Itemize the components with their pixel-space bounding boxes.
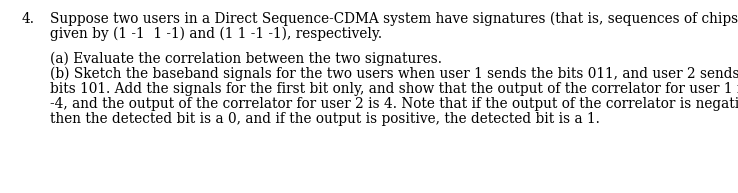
- Text: then the detected bit is a 0, and if the output is positive, the detected bit is: then the detected bit is a 0, and if the…: [50, 112, 600, 126]
- Text: (a) Evaluate the correlation between the two signatures.: (a) Evaluate the correlation between the…: [50, 52, 442, 66]
- Text: given by (1 -1  1 -1) and (1 1 -1 -1), respectively.: given by (1 -1 1 -1) and (1 1 -1 -1), re…: [50, 27, 382, 41]
- Text: Suppose two users in a Direct Sequence-CDMA system have signatures (that is, seq: Suppose two users in a Direct Sequence-C…: [50, 12, 738, 26]
- Text: bits 101. Add the signals for the first bit only, and show that the output of th: bits 101. Add the signals for the first …: [50, 82, 738, 96]
- Text: -4, and the output of the correlator for user 2 is 4. Note that if the output of: -4, and the output of the correlator for…: [50, 97, 738, 111]
- Text: (b) Sketch the baseband signals for the two users when user 1 sends the bits 011: (b) Sketch the baseband signals for the …: [50, 67, 738, 81]
- Text: 4.: 4.: [22, 12, 35, 26]
